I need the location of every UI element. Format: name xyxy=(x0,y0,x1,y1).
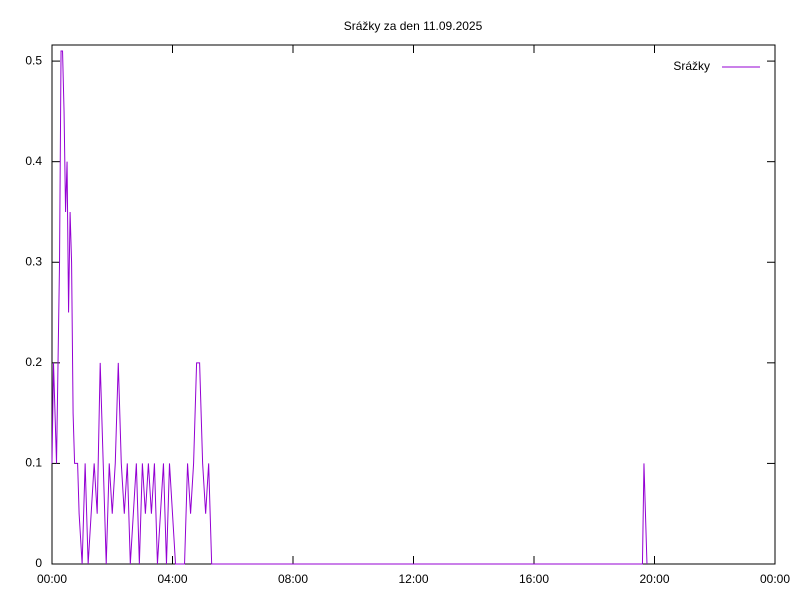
y-tick-label: 0.4 xyxy=(25,154,42,168)
y-tick-label: 0.2 xyxy=(25,355,42,369)
y-tick-label: 0 xyxy=(35,556,42,570)
x-tick-label: 20:00 xyxy=(639,572,669,586)
y-tick-label: 0.1 xyxy=(25,456,42,470)
x-tick-label: 08:00 xyxy=(278,572,308,586)
data-line xyxy=(51,50,648,565)
chart-title: Srážky za den 11.09.2025 xyxy=(344,19,483,33)
x-tick-label: 04:00 xyxy=(157,572,187,586)
x-tick-label: 16:00 xyxy=(519,572,549,586)
y-tick-label: 0.3 xyxy=(25,254,42,268)
x-tick-label: 00:00 xyxy=(760,572,790,586)
y-tick-label: 0.5 xyxy=(25,53,42,67)
x-tick-label: 12:00 xyxy=(398,572,428,586)
legend-label: Srážky xyxy=(673,59,710,73)
x-tick-label: 00:00 xyxy=(37,572,67,586)
